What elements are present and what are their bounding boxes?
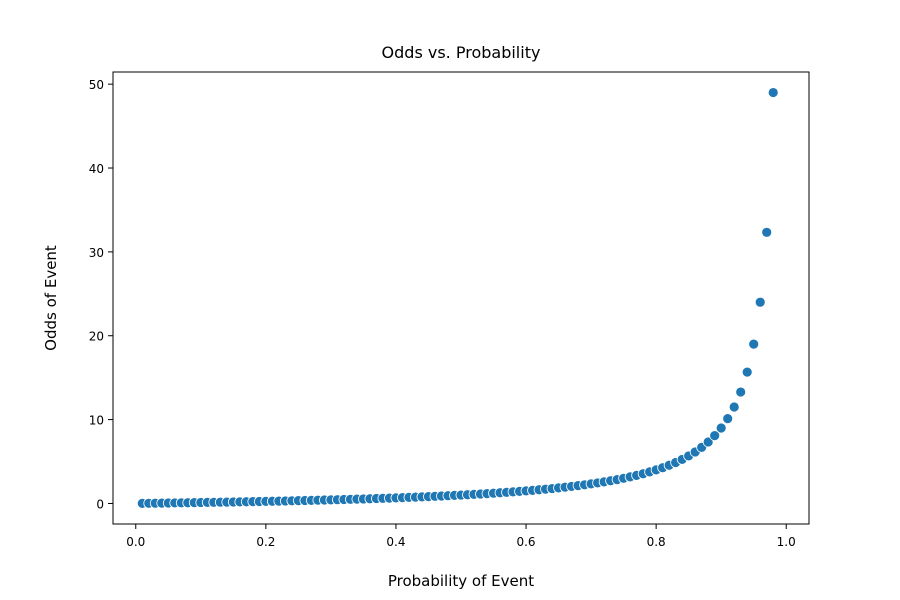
- y-tick-label: 20: [89, 330, 104, 344]
- x-tick-label: 0.6: [516, 535, 535, 549]
- x-tick-label: 0.8: [647, 535, 666, 549]
- data-point: [728, 401, 740, 413]
- y-tick-label: 50: [89, 78, 104, 92]
- data-point: [767, 87, 779, 98]
- data-point: [754, 296, 766, 308]
- x-axis-label: Probability of Event: [388, 572, 534, 590]
- plot-frame: [112, 71, 810, 525]
- data-point: [761, 226, 773, 238]
- y-tick-label: 40: [89, 162, 104, 176]
- data-point: [722, 413, 734, 425]
- y-axis-ticks: 0 10 20 30 40 50: [89, 78, 113, 511]
- x-tick-label: 0.0: [126, 535, 145, 549]
- chart-title: Odds vs. Probability: [382, 43, 541, 62]
- y-tick-label: 0: [96, 497, 104, 511]
- data-point: [715, 422, 727, 434]
- data-point: [735, 386, 747, 398]
- x-tick-label: 1.0: [777, 535, 796, 549]
- x-tick-label: 0.2: [256, 535, 275, 549]
- data-point: [748, 338, 760, 350]
- data-point: [702, 436, 714, 448]
- x-axis-ticks: 0.0 0.2 0.4 0.6 0.8 1.0: [126, 524, 796, 549]
- data-points: [136, 87, 779, 509]
- y-tick-label: 10: [89, 414, 104, 428]
- y-axis-label: Odds of Event: [42, 245, 60, 351]
- y-tick-label: 30: [89, 246, 104, 260]
- data-point: [741, 366, 753, 378]
- data-point: [709, 430, 721, 442]
- x-tick-label: 0.4: [386, 535, 405, 549]
